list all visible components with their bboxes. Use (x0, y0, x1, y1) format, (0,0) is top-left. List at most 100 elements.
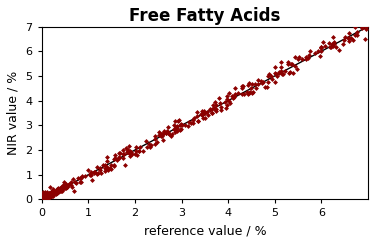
Point (51, 189, 57, 193)
Point (272, 80, 278, 84)
Point (207, 107, 213, 111)
Point (330, 35, 336, 39)
Point (60, 187, 66, 191)
Point (152, 137, 158, 141)
Point (98, 171, 104, 175)
Point (39, 197, 45, 201)
Point (200, 116, 206, 120)
Point (69, 183, 75, 187)
Point (177, 128, 183, 132)
Point (200, 109, 206, 112)
Point (48, 194, 54, 198)
Point (195, 119, 201, 122)
Point (255, 82, 261, 86)
Point (91, 171, 97, 175)
Point (92, 170, 98, 174)
Point (45, 196, 51, 200)
Point (47, 194, 53, 198)
Point (169, 132, 175, 136)
Point (165, 131, 171, 134)
Point (46, 193, 53, 196)
Point (273, 72, 279, 76)
Point (200, 112, 206, 116)
Point (218, 105, 224, 109)
Point (40, 196, 46, 200)
Point (41, 198, 47, 202)
Point (45, 194, 51, 198)
Point (44, 194, 50, 198)
Point (168, 134, 174, 138)
Point (40, 197, 46, 201)
Point (50, 191, 56, 195)
Point (41, 195, 47, 199)
Point (55, 190, 61, 194)
Point (121, 152, 127, 156)
Point (154, 140, 160, 144)
Point (103, 167, 109, 171)
Point (53, 190, 59, 194)
Point (47, 193, 53, 197)
Point (41, 197, 47, 201)
Point (97, 166, 103, 170)
Point (77, 180, 83, 184)
Point (213, 107, 219, 111)
Point (223, 106, 229, 110)
Point (133, 150, 139, 153)
Point (95, 171, 101, 175)
Point (285, 62, 291, 66)
Point (331, 42, 337, 46)
Point (140, 150, 146, 153)
Point (53, 189, 59, 193)
Point (40, 196, 46, 200)
Point (116, 151, 122, 155)
Point (42, 198, 48, 202)
Point (190, 121, 196, 125)
Point (278, 60, 284, 64)
Point (44, 197, 50, 201)
Point (348, 36, 354, 40)
Point (255, 78, 261, 81)
Point (231, 95, 237, 99)
Point (54, 189, 60, 193)
Point (87, 172, 93, 176)
Point (60, 183, 66, 187)
Point (57, 189, 63, 193)
Point (57, 188, 63, 192)
Point (363, 27, 369, 31)
Point (41, 198, 47, 202)
Point (43, 194, 49, 198)
Point (43, 195, 49, 199)
Point (44, 197, 50, 201)
Point (69, 185, 75, 189)
Point (39, 197, 45, 201)
Point (163, 131, 169, 135)
Point (340, 42, 346, 46)
Point (50, 189, 55, 193)
Point (276, 71, 282, 75)
Point (232, 92, 238, 96)
Point (135, 153, 141, 157)
Point (164, 129, 170, 133)
Point (50, 193, 56, 197)
Point (44, 196, 50, 200)
Point (46, 193, 52, 196)
Point (39, 196, 45, 200)
Title: Free Fatty Acids: Free Fatty Acids (129, 7, 280, 25)
Point (41, 195, 47, 199)
Point (317, 54, 323, 58)
Point (303, 55, 309, 59)
Point (188, 121, 194, 125)
Point (229, 94, 235, 98)
Point (46, 192, 52, 196)
Point (359, 25, 365, 29)
Point (64, 185, 70, 189)
Point (133, 145, 139, 149)
Point (307, 50, 313, 53)
Point (44, 195, 50, 199)
Point (58, 187, 64, 191)
Point (53, 190, 58, 194)
Point (276, 71, 282, 74)
Point (39, 193, 45, 197)
Point (94, 165, 100, 169)
Point (336, 48, 342, 52)
